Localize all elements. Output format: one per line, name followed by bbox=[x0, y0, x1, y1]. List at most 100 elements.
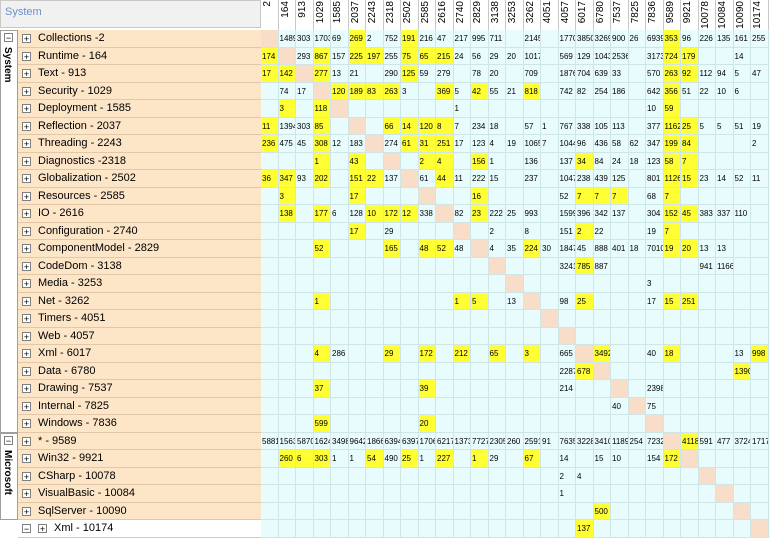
matrix-value[interactable]: 2145 bbox=[524, 34, 541, 43]
matrix-value[interactable]: 56 bbox=[472, 51, 481, 61]
matrix-cell[interactable] bbox=[733, 485, 751, 503]
matrix-value[interactable]: 1126 bbox=[663, 170, 680, 187]
matrix-cell[interactable] bbox=[541, 502, 559, 520]
matrix-cell[interactable] bbox=[488, 502, 506, 520]
matrix-cell[interactable] bbox=[716, 380, 734, 398]
matrix-cell[interactable] bbox=[348, 502, 366, 520]
matrix-cell[interactable] bbox=[576, 415, 594, 433]
matrix-value[interactable]: 6 bbox=[332, 209, 337, 218]
matrix-value[interactable]: 1 bbox=[349, 454, 354, 463]
matrix-cell[interactable] bbox=[576, 187, 594, 205]
matrix-cell[interactable] bbox=[751, 152, 769, 170]
matrix-cell[interactable] bbox=[541, 30, 559, 48]
matrix-cell[interactable] bbox=[663, 502, 681, 520]
matrix-value[interactable]: 1 bbox=[332, 454, 337, 463]
matrix-value[interactable]: 13 bbox=[734, 349, 744, 358]
matrix-value[interactable]: 7 bbox=[663, 187, 680, 204]
matrix-cell[interactable] bbox=[488, 327, 506, 345]
matrix-cell[interactable] bbox=[663, 362, 681, 380]
matrix-cell[interactable] bbox=[681, 135, 699, 153]
matrix-cell[interactable] bbox=[261, 327, 279, 345]
matrix-value[interactable]: 19 bbox=[752, 121, 761, 131]
matrix-cell[interactable] bbox=[471, 467, 489, 485]
matrix-cell[interactable] bbox=[523, 345, 541, 363]
matrix-cell[interactable] bbox=[698, 362, 716, 380]
matrix-cell[interactable] bbox=[576, 275, 594, 293]
matrix-value[interactable]: 18 bbox=[489, 121, 499, 131]
collapse-toggle-icon[interactable]: − bbox=[4, 33, 13, 43]
matrix-cell[interactable] bbox=[541, 292, 559, 310]
matrix-value[interactable]: 1 bbox=[313, 292, 330, 309]
matrix-value[interactable]: 439 bbox=[594, 174, 608, 183]
matrix-value[interactable]: 234 bbox=[472, 121, 486, 131]
matrix-cell[interactable] bbox=[418, 222, 436, 240]
matrix-cell[interactable] bbox=[576, 135, 594, 153]
matrix-value[interactable]: 1 bbox=[471, 450, 488, 467]
matrix-value[interactable]: 25 bbox=[401, 450, 418, 467]
matrix-cell[interactable] bbox=[453, 432, 471, 450]
matrix-value[interactable]: 26 bbox=[629, 34, 639, 43]
matrix-cell[interactable] bbox=[331, 135, 349, 153]
matrix-value[interactable]: 112 bbox=[699, 69, 713, 78]
matrix-value[interactable]: 356 bbox=[663, 82, 680, 99]
column-header-2585[interactable]: 2585 bbox=[419, 0, 436, 30]
matrix-cell[interactable] bbox=[278, 432, 296, 450]
matrix-cell[interactable] bbox=[383, 450, 401, 468]
matrix-value[interactable]: 4 bbox=[313, 345, 330, 362]
matrix-cell[interactable] bbox=[278, 135, 296, 153]
matrix-cell[interactable] bbox=[576, 222, 594, 240]
matrix-cell[interactable] bbox=[401, 275, 419, 293]
matrix-cell[interactable] bbox=[541, 135, 559, 153]
matrix-cell[interactable] bbox=[436, 450, 454, 468]
matrix-cell[interactable] bbox=[593, 380, 611, 398]
matrix-cell[interactable] bbox=[488, 240, 506, 258]
matrix-cell[interactable] bbox=[471, 362, 489, 380]
matrix-value[interactable]: 490 bbox=[384, 454, 398, 463]
matrix-cell[interactable] bbox=[278, 467, 296, 485]
matrix-cell[interactable] bbox=[401, 222, 419, 240]
matrix-value[interactable]: 785 bbox=[576, 257, 593, 274]
matrix-cell[interactable] bbox=[401, 415, 419, 433]
matrix-cell[interactable] bbox=[646, 502, 664, 520]
matrix-cell[interactable] bbox=[646, 415, 664, 433]
matrix-cell[interactable] bbox=[453, 415, 471, 433]
matrix-value[interactable]: 137 bbox=[576, 520, 593, 537]
matrix-cell[interactable] bbox=[296, 30, 314, 48]
matrix-cell[interactable] bbox=[436, 170, 454, 188]
matrix-value[interactable]: 900 bbox=[612, 34, 626, 43]
matrix-cell[interactable] bbox=[436, 520, 454, 538]
matrix-cell[interactable] bbox=[681, 327, 699, 345]
matrix-cell[interactable] bbox=[436, 100, 454, 118]
tree-row[interactable]: + Xml - 6017 bbox=[18, 345, 261, 363]
matrix-value[interactable]: 3492 bbox=[593, 345, 610, 362]
matrix-cell[interactable] bbox=[366, 310, 384, 328]
matrix-value[interactable]: 941 bbox=[699, 261, 713, 271]
matrix-cell[interactable] bbox=[453, 520, 471, 538]
matrix-cell[interactable] bbox=[663, 450, 681, 468]
matrix-cell[interactable] bbox=[383, 257, 401, 275]
matrix-cell[interactable] bbox=[506, 345, 524, 363]
matrix-cell[interactable] bbox=[331, 292, 349, 310]
matrix-cell[interactable] bbox=[366, 82, 384, 100]
matrix-value[interactable]: 10 bbox=[612, 454, 621, 463]
matrix-cell[interactable] bbox=[488, 380, 506, 398]
matrix-value[interactable]: 212 bbox=[453, 345, 470, 362]
matrix-value[interactable]: 48 bbox=[418, 240, 435, 257]
matrix-value[interactable]: 6217 bbox=[437, 436, 453, 446]
matrix-cell[interactable] bbox=[698, 345, 716, 363]
expand-icon[interactable]: + bbox=[22, 261, 31, 272]
matrix-cell[interactable] bbox=[436, 415, 454, 433]
matrix-cell[interactable] bbox=[366, 520, 384, 538]
matrix-cell[interactable] bbox=[698, 467, 716, 485]
matrix-cell[interactable] bbox=[628, 240, 646, 258]
matrix-cell[interactable] bbox=[401, 47, 419, 65]
matrix-cell[interactable] bbox=[436, 310, 454, 328]
matrix-cell[interactable] bbox=[646, 467, 664, 485]
matrix-cell[interactable] bbox=[558, 380, 576, 398]
matrix-value[interactable]: 110 bbox=[734, 209, 748, 218]
matrix-cell[interactable] bbox=[401, 450, 419, 468]
matrix-cell[interactable] bbox=[453, 275, 471, 293]
matrix-cell[interactable] bbox=[576, 362, 594, 380]
column-header-6017[interactable]: 6017 bbox=[576, 0, 594, 30]
matrix-value[interactable]: 151 bbox=[348, 170, 365, 187]
